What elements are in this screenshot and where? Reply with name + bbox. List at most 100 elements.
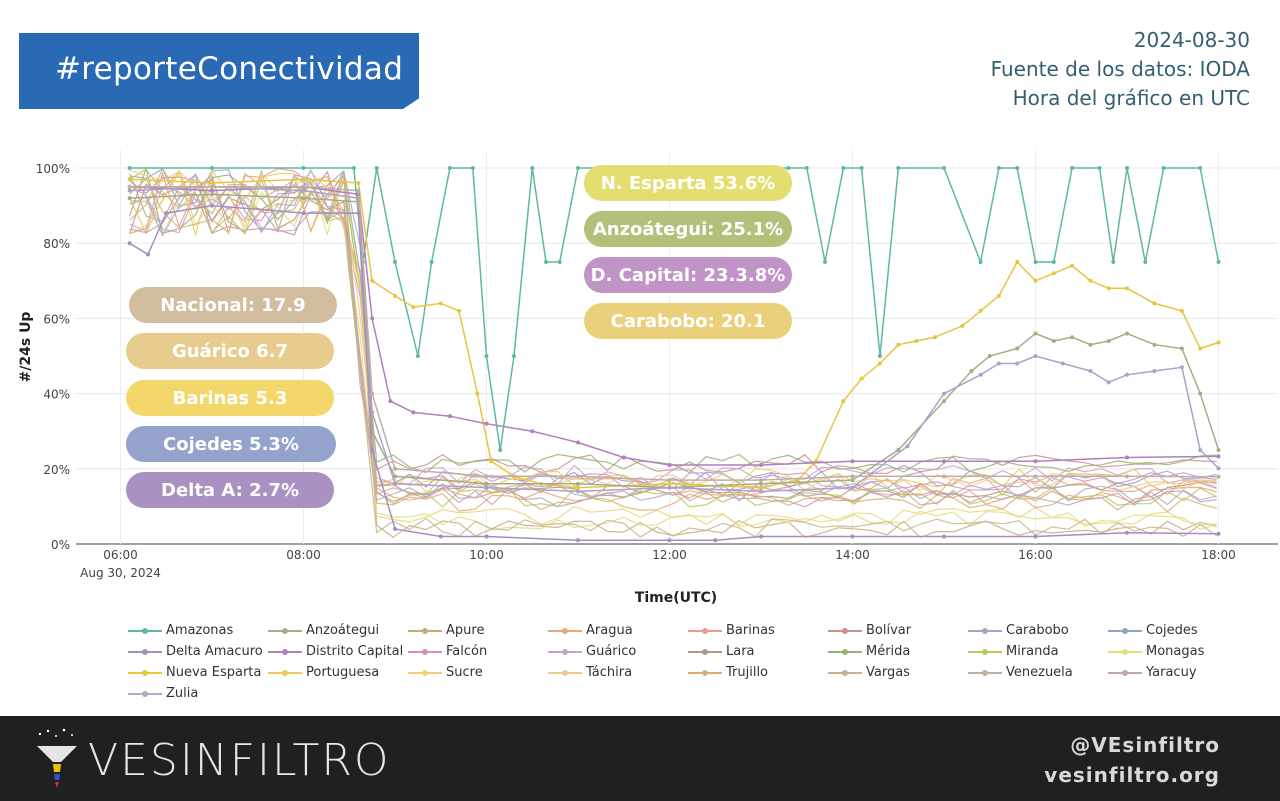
website-link[interactable]: vesinfiltro.org xyxy=(1044,763,1220,787)
legend-item[interactable]: Carabobo xyxy=(968,620,1108,641)
legend-swatch xyxy=(128,668,162,678)
data-point xyxy=(877,354,882,358)
data-point xyxy=(351,166,356,170)
data-point xyxy=(210,188,214,193)
legend-item[interactable]: Delta Amacuro xyxy=(128,641,268,662)
legend-item[interactable]: Mérida xyxy=(828,641,968,662)
data-point xyxy=(713,538,718,543)
connectivity-line-chart: 0% 20% 40% 60% 80% 100% 06:00 08:00 10:00 12:00 14… xyxy=(18,150,1278,606)
data-point xyxy=(1097,166,1102,170)
legend-item[interactable]: Monagas xyxy=(1108,641,1248,662)
data-point xyxy=(1216,340,1221,345)
data-point xyxy=(576,485,580,490)
data-point xyxy=(1198,346,1203,351)
data-point xyxy=(978,308,983,313)
legend-item[interactable]: Nueva Esparta xyxy=(128,662,268,683)
data-point xyxy=(667,478,672,483)
legend-item[interactable]: Zulia xyxy=(128,683,268,704)
data-point xyxy=(370,410,375,415)
data-point xyxy=(498,448,503,452)
data-point xyxy=(164,211,169,216)
data-point xyxy=(1070,263,1075,268)
legend-item[interactable]: Cojedes xyxy=(1108,620,1248,641)
legend-label: Apure xyxy=(446,623,485,638)
data-point xyxy=(1198,166,1203,170)
data-point xyxy=(356,181,361,186)
legend-item[interactable]: Guárico xyxy=(548,641,688,662)
legend-swatch xyxy=(828,668,862,678)
legend-label: Sucre xyxy=(446,665,483,680)
legend-item[interactable]: Sucre xyxy=(408,662,548,683)
data-point xyxy=(1106,286,1111,291)
legend-item[interactable]: Anzoátegui xyxy=(268,620,408,641)
legend-label: Bolívar xyxy=(866,623,912,638)
callout-pill: Cojedes 5.3% xyxy=(126,426,336,462)
data-point xyxy=(1152,342,1157,347)
legend-swatch xyxy=(688,626,722,636)
legend-item[interactable]: Amazonas xyxy=(128,620,268,641)
data-point xyxy=(475,391,480,396)
data-point xyxy=(1033,260,1038,264)
legend-item[interactable]: Portuguesa xyxy=(268,662,408,683)
legend-item[interactable]: Apure xyxy=(408,620,548,641)
legend-item[interactable]: Bolívar xyxy=(828,620,968,641)
data-point xyxy=(1125,166,1129,170)
series-line-táchira xyxy=(129,169,1217,493)
data-point xyxy=(411,305,416,310)
x-tick-label: 18:00 xyxy=(1201,548,1236,562)
legend-label: Nueva Esparta xyxy=(166,665,262,680)
legend-item[interactable]: Vargas xyxy=(828,662,968,683)
callout-pill: Carabobo: 20.1 xyxy=(584,303,792,339)
legend-swatch xyxy=(968,647,1002,657)
data-point xyxy=(1106,380,1111,385)
legend-label: Mérida xyxy=(866,644,911,659)
data-point xyxy=(1106,338,1111,343)
data-point xyxy=(841,399,846,404)
data-point xyxy=(987,354,992,358)
hashtag-banner: #reporteConectividad xyxy=(19,33,419,109)
legend-swatch xyxy=(548,626,582,636)
y-tick-label: 0% xyxy=(51,538,70,552)
data-point xyxy=(1033,278,1038,283)
data-point xyxy=(1051,271,1056,276)
data-point xyxy=(576,538,580,543)
legend-item[interactable]: Miranda xyxy=(968,641,1108,662)
legend-label: Guárico xyxy=(586,644,637,659)
legend-swatch xyxy=(268,647,302,657)
timezone-note: Hora del gráfico en UTC xyxy=(1012,86,1250,110)
legend-item[interactable]: Venezuela xyxy=(968,662,1108,683)
data-point xyxy=(1088,369,1093,374)
legend-item[interactable]: Aragua xyxy=(548,620,688,641)
data-point xyxy=(370,316,375,321)
data-point xyxy=(393,260,397,264)
data-point xyxy=(850,534,855,539)
data-point xyxy=(576,440,580,445)
data-point xyxy=(1125,372,1129,377)
data-point xyxy=(1216,474,1221,479)
legend-swatch xyxy=(1108,647,1142,657)
data-point xyxy=(411,410,416,415)
x-tick-label: 08:00 xyxy=(286,548,321,562)
legend-item[interactable]: Lara xyxy=(688,641,828,662)
legend-item[interactable]: Táchira xyxy=(548,662,688,683)
data-point xyxy=(393,526,397,531)
hashtag-text: #reporteConectividad xyxy=(55,51,404,87)
legend-item[interactable]: Falcón xyxy=(408,641,548,662)
data-point xyxy=(1015,166,1020,170)
legend-item[interactable]: Trujillo xyxy=(688,662,828,683)
data-point xyxy=(667,485,672,490)
legend-item[interactable]: Distrito Capital xyxy=(268,641,408,662)
legend-swatch xyxy=(408,668,442,678)
data-point xyxy=(942,391,946,396)
twitter-handle[interactable]: @VEsinfiltro xyxy=(1070,733,1220,757)
data-point xyxy=(1033,534,1038,539)
data-point xyxy=(942,399,946,404)
data-point xyxy=(484,421,489,426)
data-point xyxy=(530,429,535,434)
legend-item[interactable]: Barinas xyxy=(688,620,828,641)
data-point xyxy=(1125,530,1129,535)
report-date: 2024-08-30 xyxy=(1133,28,1250,52)
legend-item[interactable]: Yaracuy xyxy=(1108,662,1248,683)
legend-swatch xyxy=(688,668,722,678)
footer-bar: VESINFILTRO @VEsinfiltro vesinfiltro.org xyxy=(0,716,1280,801)
